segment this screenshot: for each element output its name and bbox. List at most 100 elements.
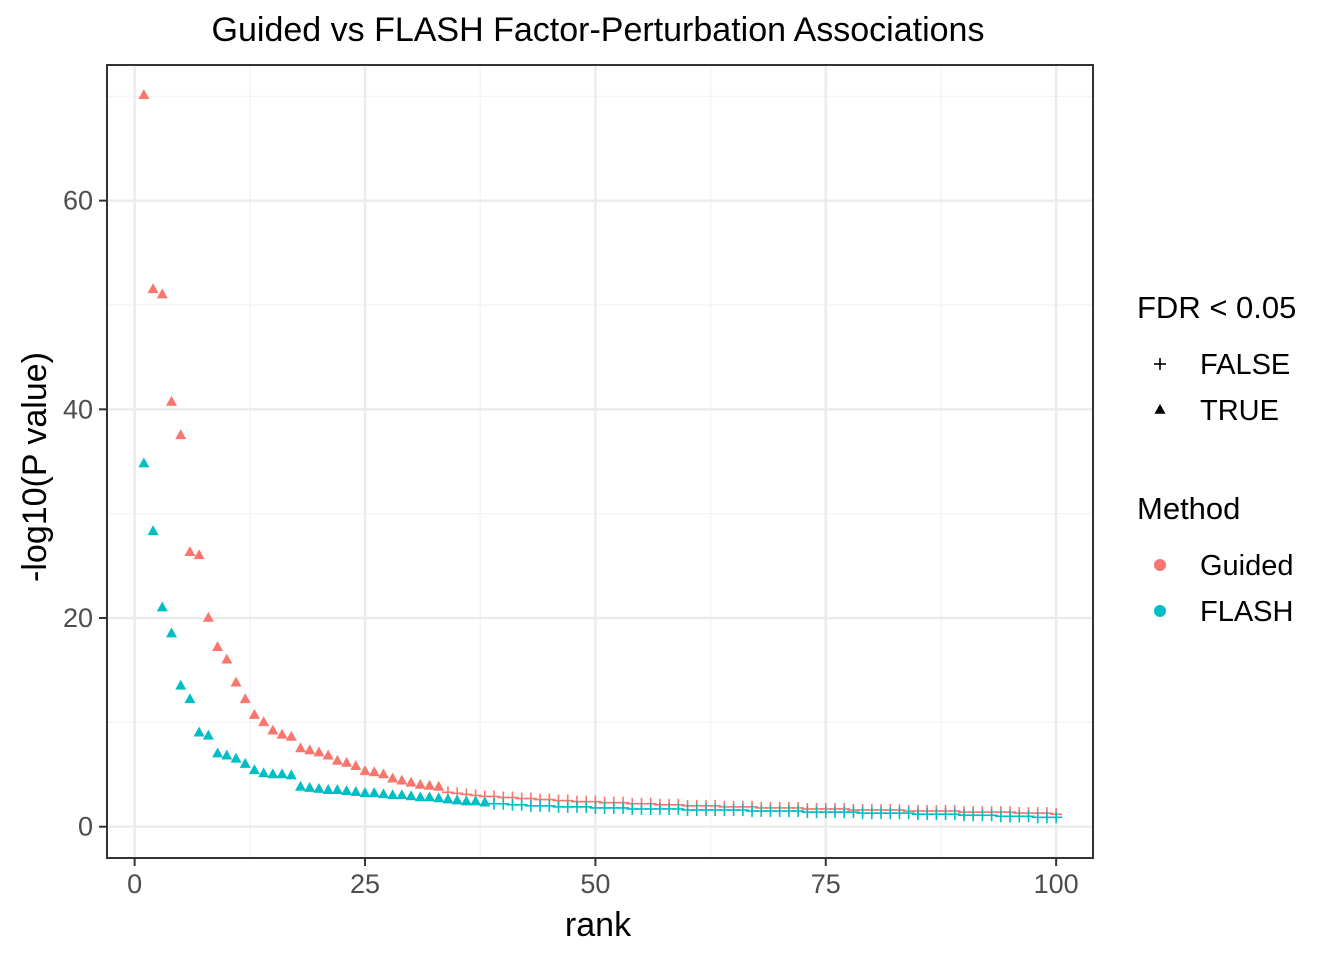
data-point-nonsig <box>1050 811 1063 824</box>
data-point-sig <box>230 676 242 687</box>
data-point-sig <box>258 716 270 727</box>
data-point-sig <box>285 730 297 741</box>
data-point-nonsig <box>902 807 915 820</box>
data-point-sig <box>212 747 224 758</box>
data-point-sig <box>433 780 445 791</box>
data-point-sig <box>368 766 380 777</box>
data-point-sig <box>313 782 325 793</box>
data-point-nonsig <box>948 808 961 821</box>
x-axis-tick-label: 50 <box>580 869 610 899</box>
data-point-sig <box>396 774 408 785</box>
y-axis-tick-label: 40 <box>63 394 93 424</box>
y-axis-tick-label: 0 <box>78 812 93 842</box>
data-point-nonsig <box>515 798 528 811</box>
y-axis-tick-label: 60 <box>63 186 93 216</box>
data-point-sig <box>166 395 178 406</box>
data-point-sig <box>414 778 426 789</box>
data-point-nonsig <box>497 797 510 810</box>
legend: FDR < 0.05 FALSE TRUE Method Guided FLASH <box>1137 290 1296 628</box>
data-point-sig <box>248 708 260 719</box>
data-point-sig <box>424 779 436 790</box>
data-point-sig <box>156 601 168 612</box>
data-point-sig <box>442 793 454 804</box>
data-point-sig <box>138 457 150 468</box>
data-point-sig <box>295 742 307 753</box>
data-point-sig <box>433 792 445 803</box>
legend-label-guided: Guided <box>1200 550 1294 582</box>
x-axis-tick-label: 100 <box>1034 869 1079 899</box>
data-point-sig <box>359 787 371 798</box>
data-point-sig <box>202 611 214 622</box>
data-point-sig <box>396 789 408 800</box>
data-point-sig <box>304 744 316 755</box>
data-point-sig <box>239 757 251 768</box>
data-point-nonsig <box>792 805 805 818</box>
data-point-sig <box>387 789 399 800</box>
plot-border <box>106 64 1094 859</box>
data-point-sig <box>285 769 297 780</box>
data-point-sig <box>313 746 325 757</box>
data-point-nonsig <box>1022 810 1035 823</box>
data-point-sig <box>230 752 242 763</box>
data-point-sig <box>322 784 334 794</box>
data-point-sig <box>221 749 233 760</box>
series-flash <box>138 457 1063 824</box>
data-point-nonsig <box>672 802 685 815</box>
data-point-nonsig <box>736 804 749 817</box>
legend-key-guided <box>1154 559 1166 571</box>
data-point-sig <box>156 288 168 299</box>
data-point-sig <box>184 546 196 557</box>
data-point-sig <box>424 791 436 802</box>
data-point-sig <box>267 724 279 735</box>
data-point-sig <box>239 693 251 704</box>
data-point-sig <box>350 760 362 770</box>
data-point-sig <box>341 785 353 795</box>
data-point-sig <box>193 549 205 560</box>
legend-label-true: TRUE <box>1200 395 1279 427</box>
data-point-sig <box>322 749 334 760</box>
data-point-sig <box>175 679 187 690</box>
legend-title-method: Method <box>1137 491 1240 526</box>
data-point-sig <box>184 693 196 704</box>
data-point-nonsig <box>543 799 556 812</box>
data-point-nonsig <box>580 800 593 813</box>
x-axis-tick-label: 25 <box>350 869 380 899</box>
legend-title-fdr: FDR < 0.05 <box>1137 290 1296 325</box>
data-point-sig <box>258 767 270 778</box>
x-axis-tick-label: 0 <box>127 869 142 899</box>
legend-label-false: FALSE <box>1200 349 1290 381</box>
data-point-sig <box>138 89 150 100</box>
legend-key-flash <box>1154 605 1166 617</box>
data-point-sig <box>147 283 159 294</box>
data-point-nonsig <box>985 809 998 822</box>
data-point-sig <box>460 795 472 806</box>
plot-panel <box>106 64 1094 859</box>
data-point-sig <box>193 726 205 737</box>
data-point-sig <box>295 780 307 791</box>
data-point-sig <box>166 627 178 638</box>
legend-key-plus <box>1154 358 1166 370</box>
data-point-sig <box>276 768 288 779</box>
axes: 0 25 50 75 100 0 20 40 60 <box>63 186 1079 899</box>
data-point-sig <box>331 784 343 794</box>
data-point-sig <box>387 772 399 783</box>
y-axis-tick-label: 20 <box>63 603 93 633</box>
data-point-sig <box>377 788 389 799</box>
data-point-sig <box>175 429 187 440</box>
data-point-sig <box>221 653 233 664</box>
x-axis-tick-label: 75 <box>811 869 841 899</box>
data-point-sig <box>405 776 417 787</box>
data-point-sig <box>341 756 353 767</box>
data-point-sig <box>350 786 362 797</box>
data-point-sig <box>212 641 224 651</box>
data-point-sig <box>368 787 380 798</box>
y-axis-title: -log10(P value) <box>16 352 54 582</box>
data-point-nonsig <box>617 801 630 814</box>
data-point-sig <box>405 790 417 801</box>
chart-title: Guided vs FLASH Factor-Perturbation Asso… <box>212 11 985 49</box>
data-point-sig <box>147 525 159 536</box>
data-point-nonsig <box>847 806 860 819</box>
data-point-sig <box>331 754 343 765</box>
data-point-sig <box>359 765 371 776</box>
